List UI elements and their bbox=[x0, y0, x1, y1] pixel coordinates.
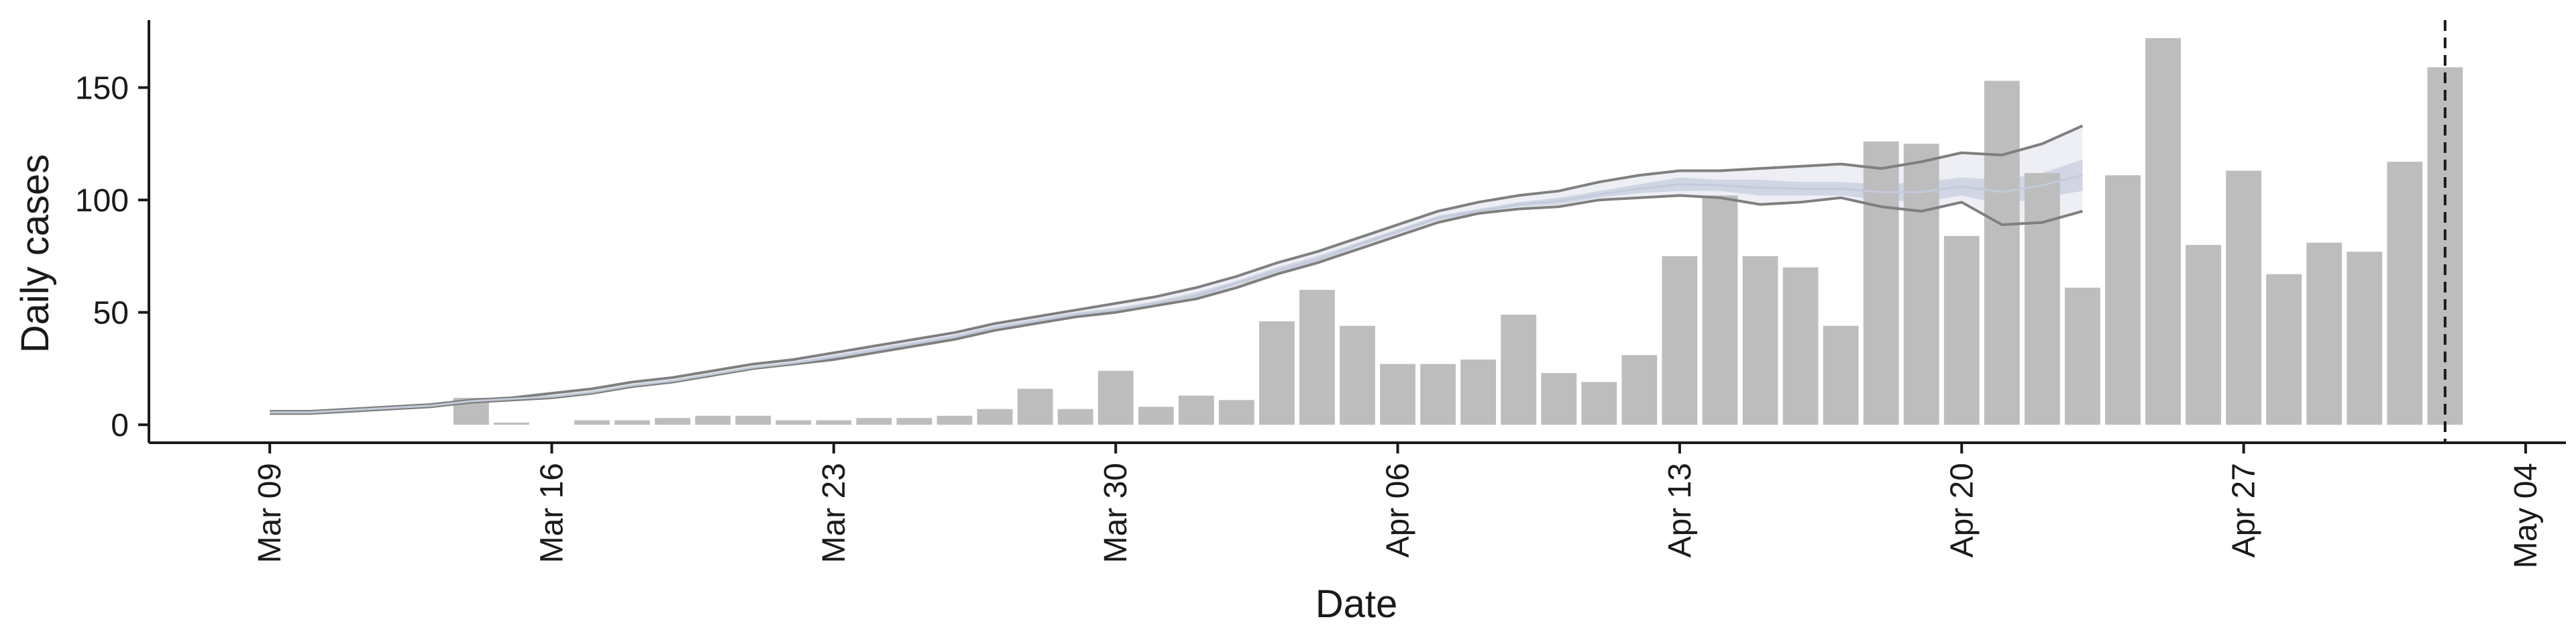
bar bbox=[2186, 245, 2221, 425]
bar bbox=[1702, 195, 1738, 425]
bar bbox=[1943, 235, 1980, 425]
bar bbox=[1178, 395, 1214, 425]
bar bbox=[1057, 409, 1093, 425]
axes bbox=[138, 20, 2566, 453]
bar bbox=[1138, 407, 1174, 425]
x-tick-label: Mar 16 bbox=[535, 463, 570, 563]
bar bbox=[1621, 355, 1658, 425]
bar bbox=[1218, 400, 1254, 425]
y-tick-label: 0 bbox=[111, 408, 129, 443]
bar bbox=[2105, 175, 2141, 425]
bar bbox=[1984, 80, 2020, 425]
x-tick-label: Apr 27 bbox=[2226, 463, 2262, 557]
x-axis-title: Date bbox=[1316, 582, 1398, 626]
y-tick-label: 150 bbox=[75, 71, 129, 107]
bars bbox=[453, 38, 2463, 425]
y-axis-title: Daily cases bbox=[13, 154, 57, 354]
bar bbox=[655, 418, 691, 425]
bar bbox=[1380, 364, 1415, 425]
bar bbox=[1662, 256, 1698, 425]
bar bbox=[1541, 373, 1577, 425]
trend-lines bbox=[270, 124, 2084, 415]
bar bbox=[1420, 364, 1456, 425]
bar bbox=[2145, 38, 2181, 425]
bar bbox=[2347, 252, 2383, 425]
trend-inner-band bbox=[270, 159, 2083, 414]
bar bbox=[614, 420, 651, 425]
bar bbox=[1097, 370, 1134, 425]
bar bbox=[816, 420, 852, 425]
bar bbox=[1903, 144, 1939, 425]
bar bbox=[775, 420, 812, 425]
bar bbox=[1742, 256, 1778, 425]
y-tick-label: 100 bbox=[75, 183, 129, 219]
trend-mid-line bbox=[270, 174, 2083, 414]
bar bbox=[1782, 267, 1819, 425]
bar bbox=[2387, 162, 2423, 425]
trend-upper-line bbox=[270, 124, 2084, 413]
bar bbox=[1823, 325, 1859, 425]
bar bbox=[735, 415, 771, 425]
bar bbox=[856, 418, 892, 425]
bar bbox=[896, 418, 932, 425]
x-tick-label: Mar 23 bbox=[816, 463, 852, 563]
bar bbox=[1501, 314, 1537, 425]
bar bbox=[695, 415, 731, 425]
x-tick-label: Apr 06 bbox=[1381, 463, 1416, 557]
bar bbox=[1581, 382, 1617, 425]
bar bbox=[2226, 170, 2262, 425]
x-tick-label: Mar 30 bbox=[1098, 463, 1134, 563]
bar bbox=[1460, 360, 1497, 425]
bar bbox=[2306, 242, 2343, 425]
bar bbox=[1863, 141, 1899, 425]
x-tick-label: May 04 bbox=[2508, 463, 2544, 568]
y-tick-label: 50 bbox=[93, 296, 129, 331]
bar bbox=[1017, 388, 1053, 425]
trend-lower-line bbox=[270, 194, 2083, 415]
axis-labels: 0 50 100 150 Mar 09 Mar 16 Mar 23 Mar 30 Apr 06 A… bbox=[75, 71, 2544, 569]
bar bbox=[2024, 172, 2060, 425]
bar bbox=[1258, 321, 1295, 425]
bar bbox=[1299, 290, 1335, 425]
bar bbox=[936, 415, 973, 425]
bar bbox=[494, 422, 529, 425]
x-tick-label: Mar 09 bbox=[252, 463, 288, 563]
x-tick-label: Apr 13 bbox=[1662, 463, 1698, 557]
x-tick-label: Apr 20 bbox=[1944, 463, 1980, 557]
bar bbox=[977, 409, 1013, 425]
bar bbox=[574, 420, 610, 425]
bar bbox=[1340, 325, 1375, 425]
bar bbox=[2064, 287, 2100, 425]
bar bbox=[2266, 274, 2302, 425]
